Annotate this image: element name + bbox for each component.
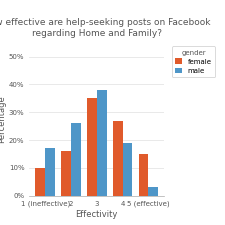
Bar bbox=[71, 124, 81, 196]
Bar bbox=[61, 151, 71, 196]
X-axis label: Effectivity: Effectivity bbox=[76, 210, 118, 219]
Title: How effective are help-seeking posts on Facebook
regarding Home and Family?: How effective are help-seeking posts on … bbox=[0, 18, 211, 38]
Y-axis label: Percentage: Percentage bbox=[0, 95, 6, 143]
Bar bbox=[97, 90, 107, 196]
Bar bbox=[113, 121, 123, 196]
Bar bbox=[87, 98, 97, 196]
Bar bbox=[35, 168, 45, 196]
Bar bbox=[139, 154, 148, 196]
Legend: female, male: female, male bbox=[172, 46, 215, 77]
Bar bbox=[45, 148, 55, 196]
Bar bbox=[123, 143, 132, 196]
Bar bbox=[148, 187, 158, 196]
